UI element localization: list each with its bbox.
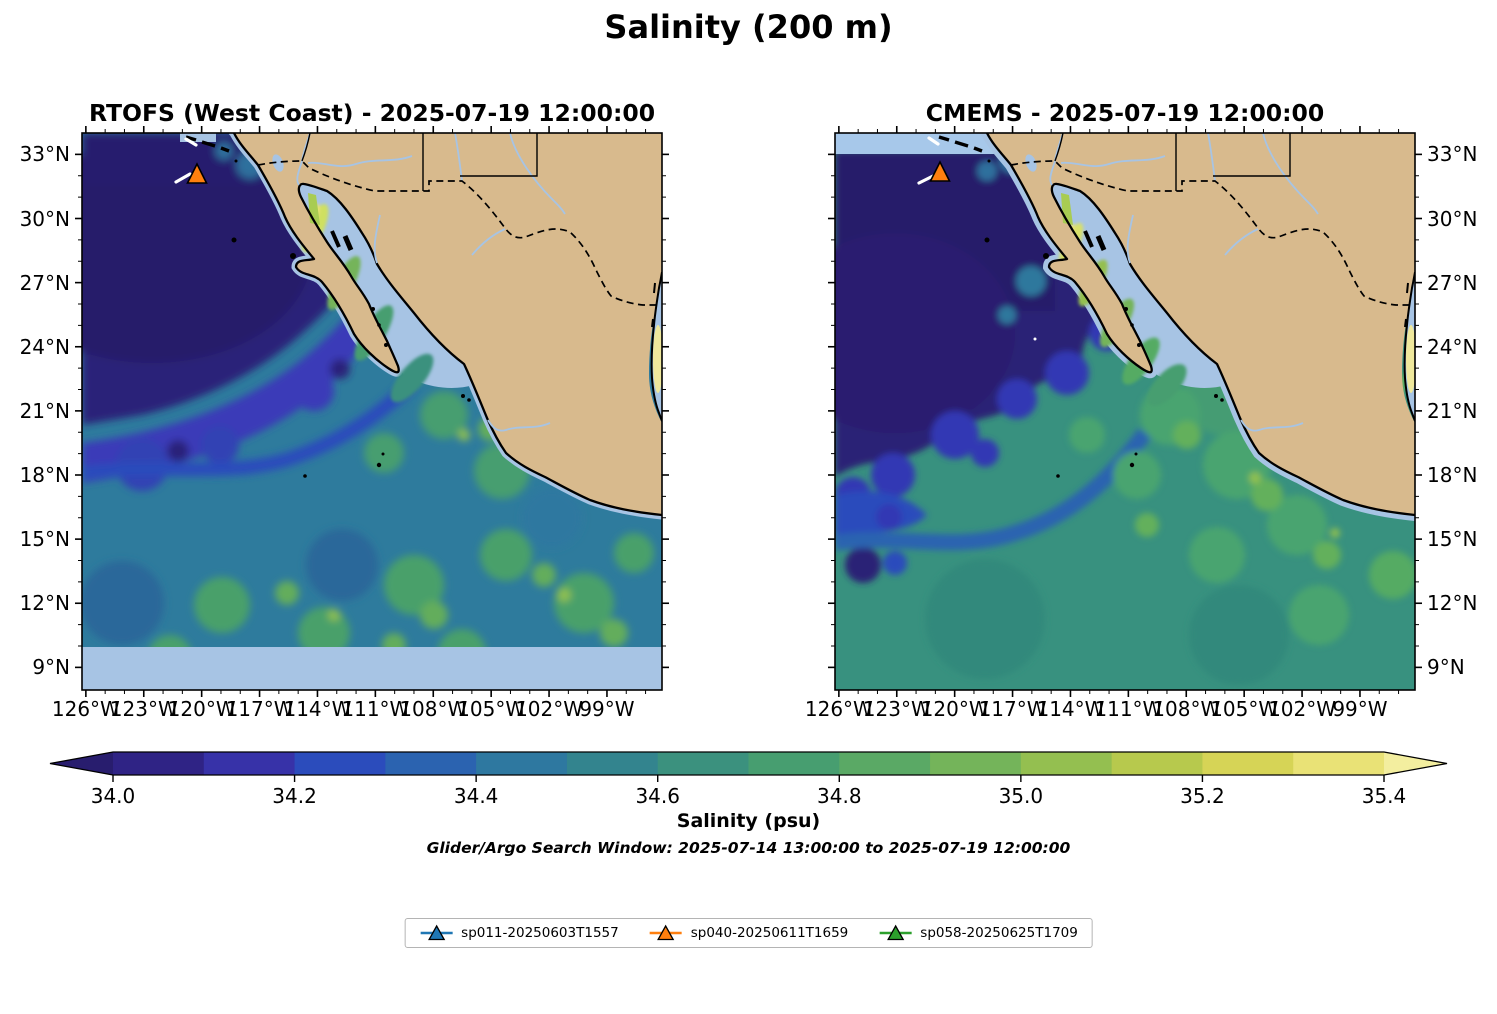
- legend-item-label: sp058-20250625T1709: [920, 925, 1078, 941]
- lon-tick-label: 120°W: [920, 697, 989, 721]
- lon-tick-label: 123°W: [862, 697, 931, 721]
- lat-tick-label: 24°N: [1427, 334, 1478, 359]
- gulf-of-california-water: [1054, 184, 1227, 388]
- lon-tick-label: 105°W: [1210, 697, 1279, 721]
- legend: sp011-20250603T1557 sp040-20250611T1659 sp…: [404, 918, 1093, 948]
- glider-legend-marker-icon: [879, 924, 912, 941]
- lon-tick-label: 114°W: [1036, 697, 1105, 721]
- lon-tick-label: 111°W: [341, 697, 410, 721]
- lat-tick-label: 33°N: [1427, 142, 1478, 167]
- lat-tick-label: 21°N: [1427, 398, 1478, 423]
- lat-tick-label: 21°N: [19, 398, 70, 423]
- glider-marker-icon: [929, 160, 951, 182]
- colorbar-tick-label: 34.0: [90, 784, 136, 808]
- coastal-data-gap: [180, 133, 216, 142]
- colorbar-tick-label: 34.2: [272, 784, 317, 808]
- axis-ticks: [75, 126, 669, 697]
- colorbar-tick-label: 34.6: [635, 784, 680, 808]
- coastline: [232, 133, 662, 517]
- island-dots: [231, 159, 471, 478]
- rivers: [296, 133, 566, 432]
- map-cmems: [828, 126, 1422, 697]
- colorbar-gradient: [49, 751, 1448, 782]
- gulf-of-mexico-high-salinity: [1406, 325, 1415, 393]
- colorbar-tick-label: 35.0: [998, 784, 1044, 808]
- lat-tick-label: 12°N: [1427, 591, 1478, 616]
- search-window-subtitle: Glider/Argo Search Window: 2025-07-14 13…: [426, 839, 1071, 857]
- lat-tick-label: 15°N: [19, 527, 70, 552]
- lon-tick-label: 123°W: [109, 697, 178, 721]
- no-data-band-south: [82, 647, 662, 690]
- legend-item: sp040-20250611T1659: [649, 924, 849, 942]
- lat-tick-label: 15°N: [1427, 527, 1478, 552]
- colorbar-tick-label: 34.8: [817, 784, 862, 808]
- legend-item: sp011-20250603T1557: [419, 924, 619, 942]
- lat-tick-label: 30°N: [19, 206, 70, 231]
- glider-legend-marker-icon: [649, 924, 682, 941]
- legend-item-label: sp011-20250603T1557: [461, 925, 619, 941]
- colorbar-tick-label: 35.4: [1361, 784, 1407, 808]
- glider-marker-icon: [186, 162, 208, 184]
- legend-item-label: sp040-20250611T1659: [690, 925, 849, 941]
- lat-tick-label: 18°N: [19, 463, 70, 487]
- lat-tick-label: 18°N: [1427, 463, 1478, 487]
- island-dots: [984, 159, 1224, 478]
- international-border: [257, 160, 659, 306]
- lon-tick-label: 114°W: [283, 697, 352, 721]
- lon-tick-label: 117°W: [225, 697, 294, 721]
- lon-tick-label: 99°W: [1332, 697, 1388, 721]
- glider-track: [917, 136, 940, 185]
- panel-cmems: CMEMS - 2025-07-19 12:00:00: [805, 99, 1478, 719]
- international-border: [1010, 160, 1412, 306]
- lon-tick-label: 126°W: [804, 697, 873, 721]
- gulf-of-california-water: [301, 184, 474, 388]
- lon-tick-label: 102°W: [1268, 697, 1337, 721]
- lon-tick-label: 111°W: [1094, 697, 1163, 721]
- panel-title-rtofs: RTOFS (West Coast) - 2025-07-19 12:00:00: [88, 99, 656, 127]
- rivers: [1049, 133, 1319, 432]
- islands: [185, 135, 656, 328]
- panel-title-cmems: CMEMS - 2025-07-19 12:00:00: [925, 99, 1325, 127]
- lon-tick-label: 126°W: [51, 697, 120, 721]
- lat-tick-label: 30°N: [1427, 206, 1478, 231]
- colorbar-tick-label: 35.2: [1180, 784, 1225, 808]
- figure-title: Salinity (200 m): [604, 8, 893, 46]
- axis-ticks: [828, 126, 1422, 697]
- islands: [938, 135, 1409, 328]
- colorbar: 34.0 34.2 34.4 34.6 34.8 35.0 35.2 35.4: [49, 751, 1448, 812]
- lon-tick-label: 105°W: [457, 697, 526, 721]
- lon-tick-label: 120°W: [167, 697, 236, 721]
- lat-tick-label: 27°N: [1427, 270, 1478, 295]
- argo-float-dot: [1033, 337, 1037, 341]
- legend-item: sp058-20250625T1709: [878, 924, 1078, 942]
- lon-tick-label: 108°W: [399, 697, 468, 721]
- lon-tick-label: 99°W: [579, 697, 635, 721]
- colorbar-tick-label: 34.4: [453, 784, 499, 808]
- glider-track: [174, 137, 198, 184]
- gulf-of-mexico-high-salinity: [653, 325, 662, 393]
- lat-tick-label: 27°N: [19, 270, 70, 295]
- colorbar-label: Salinity (psu): [676, 810, 821, 832]
- state-borders: [301, 133, 538, 191]
- state-borders: [1054, 133, 1291, 191]
- salton-sea: [1025, 154, 1037, 172]
- lon-tick-label: 102°W: [515, 697, 584, 721]
- panel-rtofs: RTOFS (West Coast) - 2025-07-19 12:00:00: [20, 99, 669, 719]
- glider-legend-marker-icon: [420, 924, 453, 941]
- lat-tick-label: 33°N: [19, 142, 70, 167]
- lon-tick-label: 108°W: [1152, 697, 1221, 721]
- lat-tick-label: 9°N: [32, 655, 70, 680]
- lat-tick-label: 12°N: [19, 591, 70, 616]
- map-rtofs: [75, 126, 669, 697]
- lon-tick-label: 117°W: [978, 697, 1047, 721]
- lat-tick-label: 9°N: [1427, 655, 1465, 680]
- coastline: [985, 133, 1415, 517]
- salton-sea: [272, 154, 284, 172]
- lat-tick-label: 24°N: [19, 334, 70, 359]
